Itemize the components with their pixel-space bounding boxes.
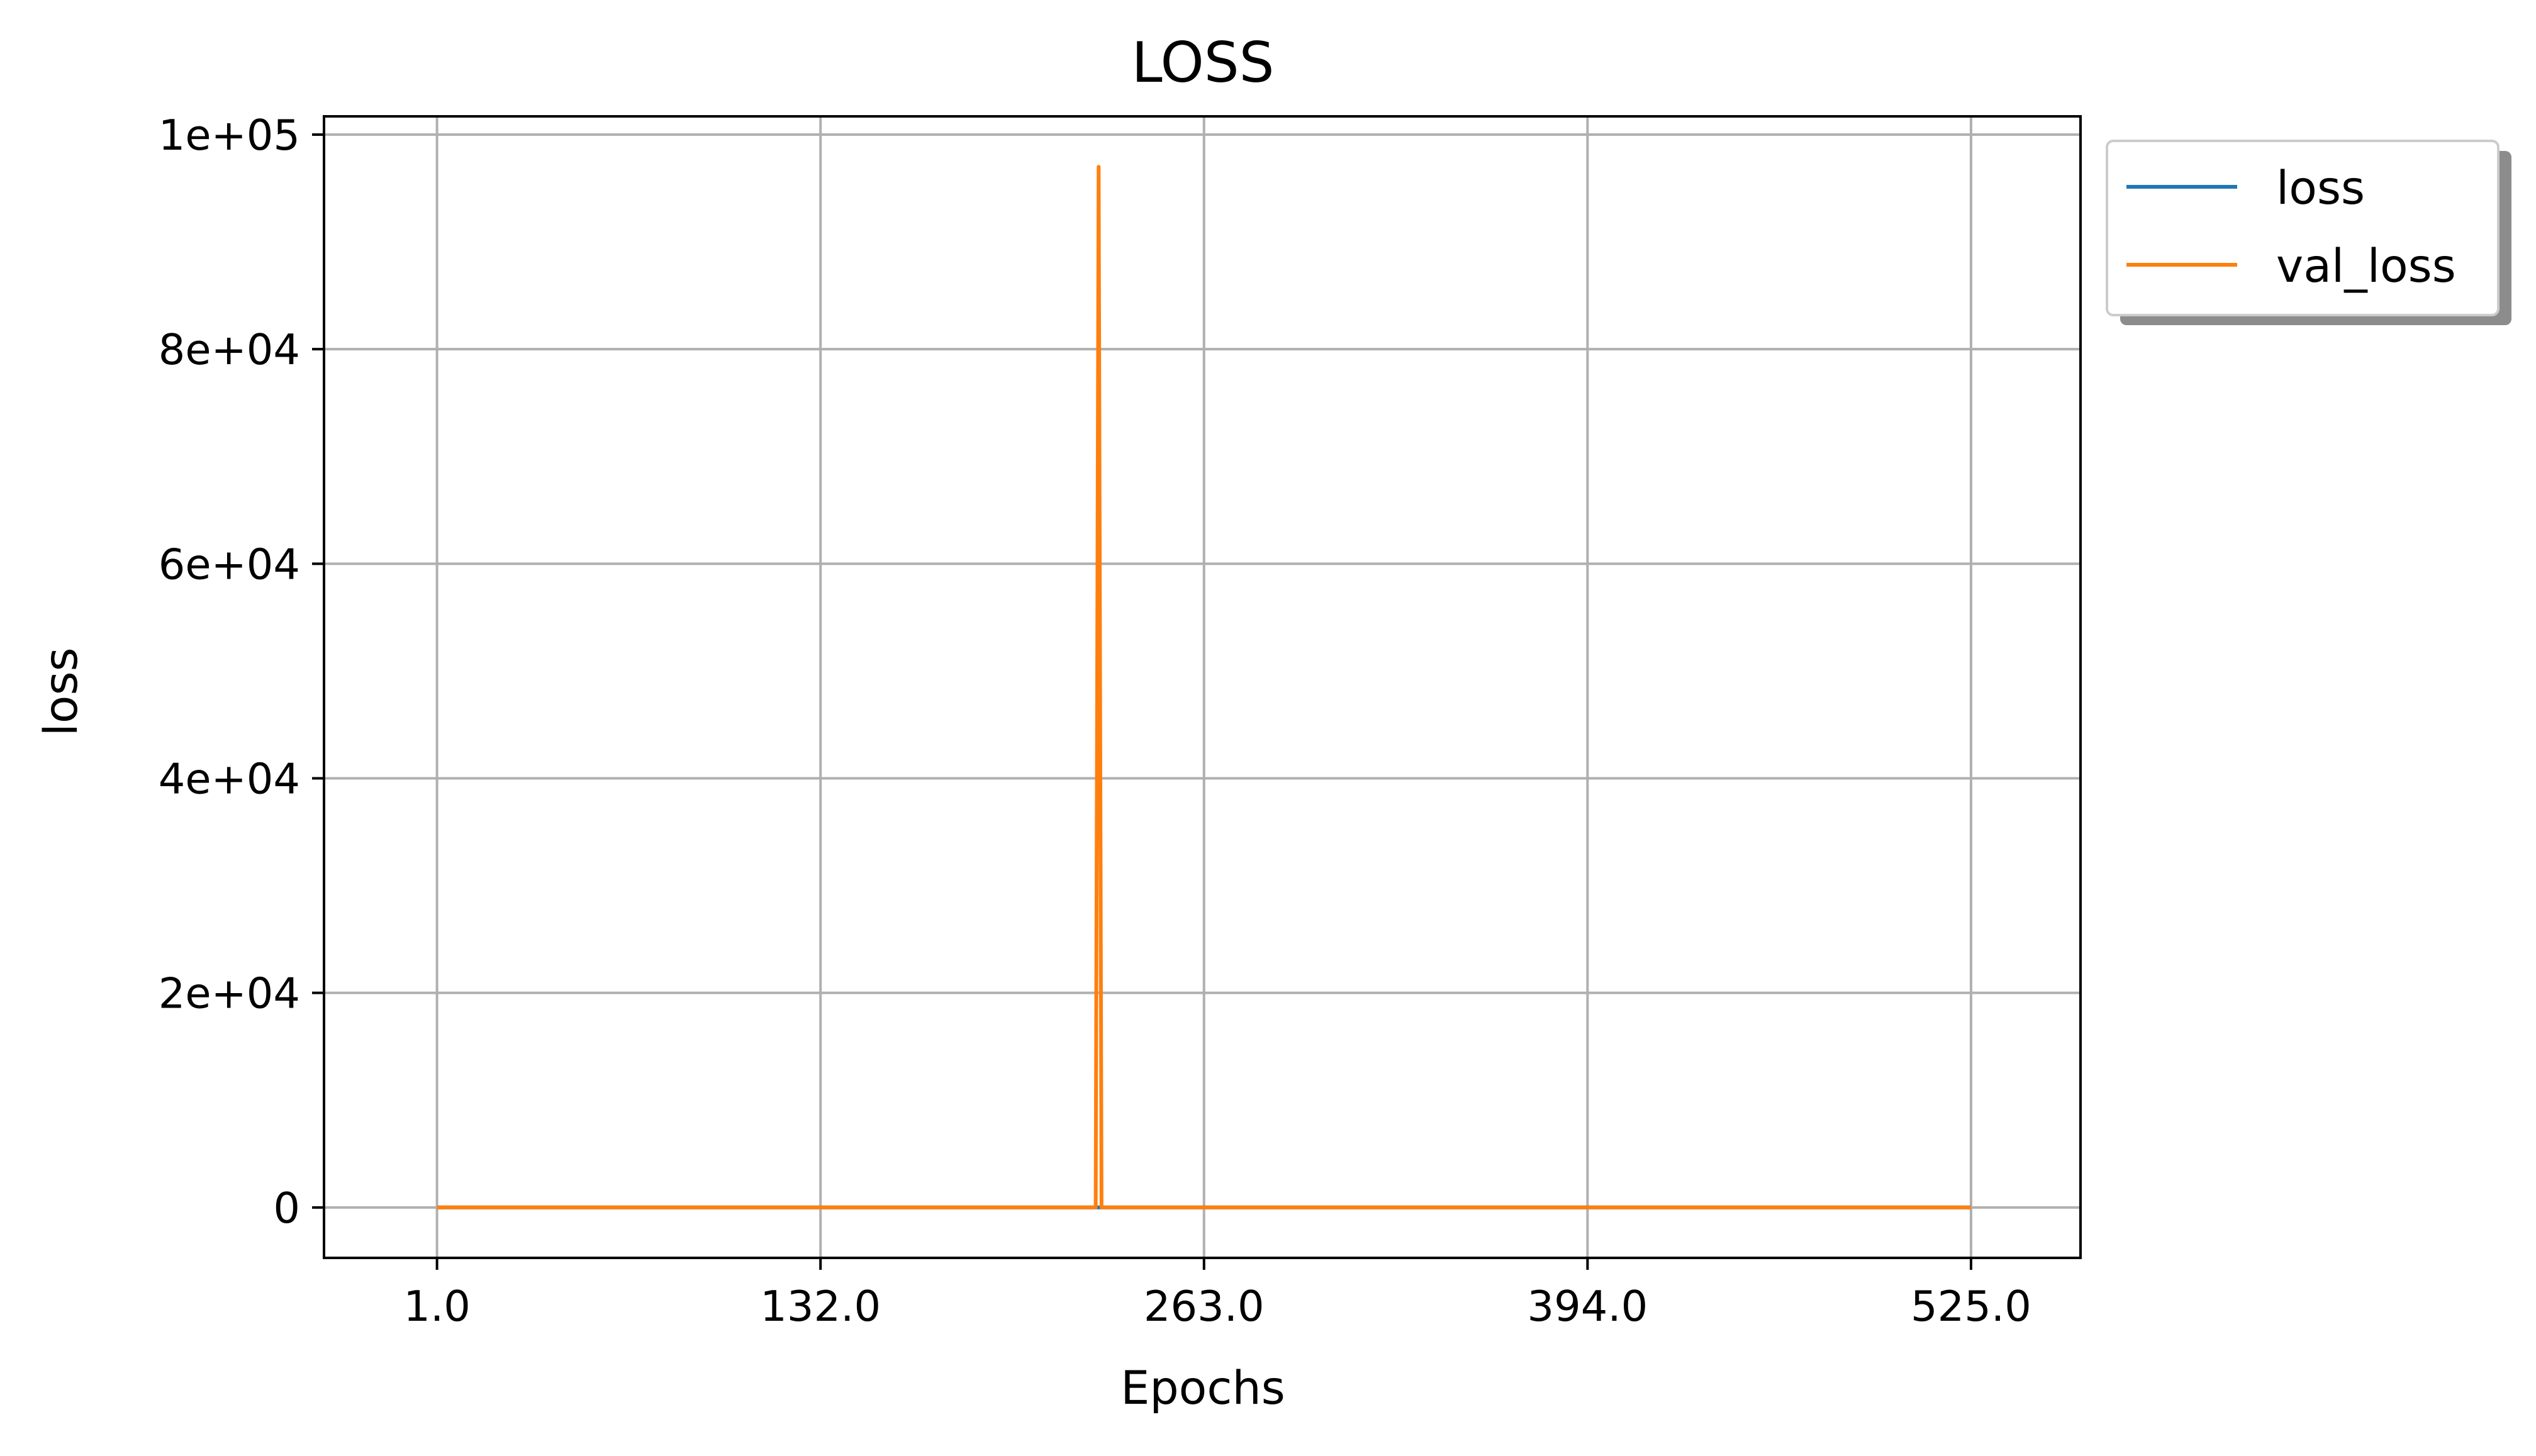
chart-title: LOSS <box>1132 30 1275 95</box>
y-tick-label: 1e+05 <box>159 111 300 160</box>
x-tick-label: 132.0 <box>760 1282 881 1331</box>
x-tick-label: 263.0 <box>1144 1282 1265 1331</box>
legend-label-loss: loss <box>2276 162 2365 215</box>
legend-entries: loss val_loss <box>2126 162 2456 293</box>
legend: loss val_loss <box>2106 140 2511 325</box>
legend-box <box>2106 140 2500 316</box>
x-axis-title: Epochs <box>1120 1362 1285 1415</box>
y-tick-label: 8e+04 <box>159 325 300 374</box>
y-tick-label: 6e+04 <box>159 540 300 589</box>
x-axis-ticks: 1.0 132.0 263.0 394.0 525.0 <box>403 1258 2031 1331</box>
x-tick-label: 1.0 <box>403 1282 471 1331</box>
grid-lines <box>324 116 2081 1258</box>
y-tick-label: 4e+04 <box>159 754 300 803</box>
series-line-val-loss <box>437 165 1971 1209</box>
y-axis-title: loss <box>35 647 88 736</box>
y-axis-ticks: 0 2e+04 4e+04 6e+04 8e+04 1e+05 <box>159 111 324 1233</box>
legend-label-val-loss: val_loss <box>2276 240 2456 293</box>
plot-frame <box>323 115 2082 1259</box>
x-tick-label: 394.0 <box>1527 1282 1648 1331</box>
y-tick-label: 0 <box>273 1184 300 1233</box>
y-tick-label: 2e+04 <box>159 969 300 1018</box>
series-lines <box>437 165 1971 1209</box>
x-tick-label: 525.0 <box>1911 1282 2031 1331</box>
